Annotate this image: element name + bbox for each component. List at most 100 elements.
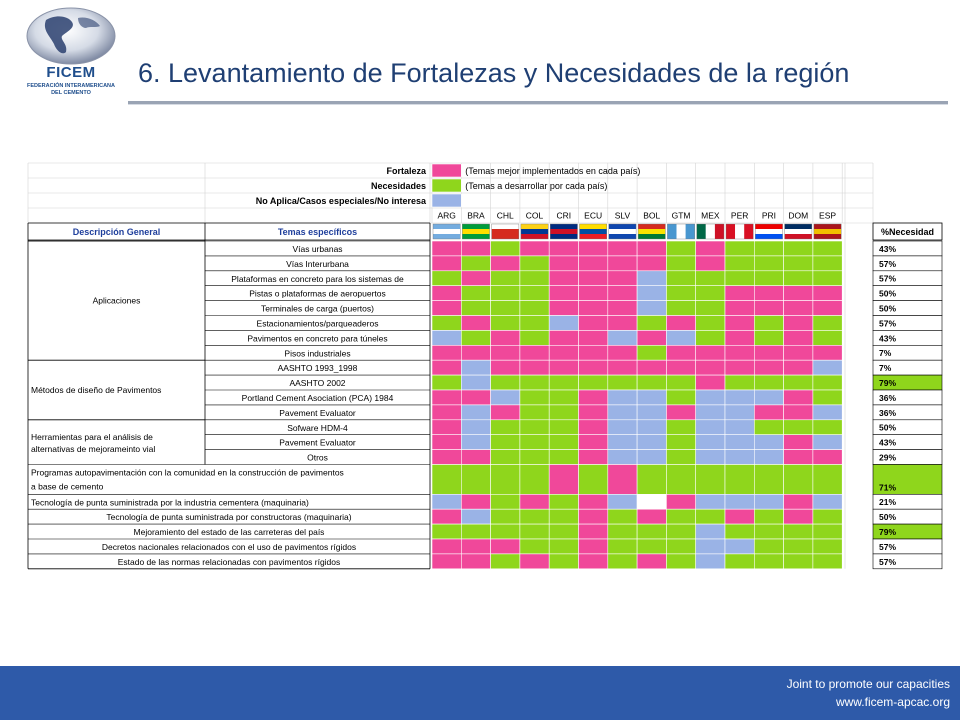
status-cell <box>607 508 638 525</box>
status-cell <box>460 359 491 376</box>
need-value: 36% <box>879 393 896 403</box>
status-cell <box>490 315 521 331</box>
status-cell <box>812 553 843 570</box>
status-cell <box>636 553 667 570</box>
status-cell <box>724 508 755 525</box>
status-cell <box>753 330 784 346</box>
flag-chl-icon <box>491 224 519 229</box>
status-cell <box>519 255 550 272</box>
flag-arg-icon <box>433 224 461 229</box>
status-cell <box>636 374 667 391</box>
status-cell <box>812 434 843 450</box>
logo-abbr: FICEM <box>46 64 96 81</box>
group-label: Aplicaciones <box>93 296 141 306</box>
group-label: Métodos de diseño de Pavimentos <box>31 385 161 395</box>
status-cell <box>812 449 843 465</box>
flag-frame <box>579 223 607 240</box>
status-cell <box>666 285 697 301</box>
flag-frame <box>667 223 695 240</box>
status-cell <box>695 434 726 450</box>
need-value: 57% <box>879 259 896 269</box>
status-cell <box>783 538 814 555</box>
status-cell <box>431 508 462 525</box>
footer-bar: Joint to promote our capacities www.fice… <box>0 666 960 720</box>
status-cell <box>666 404 697 421</box>
topic-label: Tecnología de punta suministrada por con… <box>106 512 351 522</box>
status-cell <box>490 344 521 361</box>
status-cell <box>724 434 755 450</box>
flag-ecu-icon <box>579 234 607 239</box>
status-cell <box>812 255 843 272</box>
status-cell <box>666 538 697 555</box>
status-cell <box>724 255 755 272</box>
status-cell <box>519 359 550 376</box>
status-cell <box>753 344 784 361</box>
status-cell <box>548 434 579 450</box>
status-cell <box>490 285 521 301</box>
status-cell <box>548 523 579 540</box>
flag-mex-icon <box>696 224 706 239</box>
topic-label: Estacionamientos/parqueaderos <box>257 319 379 329</box>
flag-col-icon <box>520 234 549 239</box>
status-cell <box>431 359 462 376</box>
status-cell <box>490 434 521 450</box>
status-cell <box>431 315 462 331</box>
status-cell <box>431 300 462 316</box>
status-cell <box>431 240 462 257</box>
status-cell <box>695 285 726 301</box>
status-cell <box>607 359 638 376</box>
status-cell <box>607 240 638 257</box>
status-cell <box>812 389 843 406</box>
status-cell <box>753 270 784 286</box>
status-cell <box>753 538 784 555</box>
status-cell <box>548 315 579 331</box>
country-code: CHL <box>497 211 514 221</box>
status-cell <box>548 270 579 286</box>
status-cell <box>636 508 667 525</box>
status-cell <box>753 315 784 331</box>
status-cell <box>460 255 491 272</box>
status-cell <box>490 404 521 421</box>
flag-slv-icon <box>608 224 637 229</box>
status-cell <box>724 359 755 376</box>
status-cell <box>460 508 491 525</box>
status-cell <box>783 255 814 272</box>
flag-slv-icon <box>608 229 637 234</box>
country-code: ECU <box>584 211 602 221</box>
status-cell <box>460 240 491 257</box>
status-cell <box>636 389 667 406</box>
status-cell <box>490 270 521 286</box>
status-cell <box>783 344 814 361</box>
need-value: 43% <box>879 333 896 343</box>
status-cell <box>490 240 521 257</box>
flag-chl-icon <box>491 229 519 234</box>
status-cell <box>460 330 491 346</box>
topic-label: Pavimentos en concreto para túneles <box>247 333 387 343</box>
status-cell <box>753 255 784 272</box>
status-cell <box>783 523 814 540</box>
group-label: Herramientas para el análisis de <box>31 432 153 442</box>
status-cell <box>519 553 550 570</box>
status-cell <box>695 255 726 272</box>
status-cell <box>578 374 609 391</box>
flag-pri-icon <box>755 224 783 229</box>
title-divider <box>128 101 948 104</box>
status-cell <box>666 240 697 257</box>
need-value: 50% <box>879 512 896 522</box>
status-cell <box>607 464 638 495</box>
status-cell <box>490 255 521 272</box>
status-cell <box>460 404 491 421</box>
status-cell <box>666 359 697 376</box>
status-cell <box>695 330 726 346</box>
status-cell <box>783 315 814 331</box>
status-cell <box>490 359 521 376</box>
status-cell <box>724 464 755 495</box>
status-cell <box>812 538 843 555</box>
status-cell <box>695 493 726 510</box>
status-cell <box>490 493 521 510</box>
flag-bra-icon <box>462 229 490 234</box>
status-cell <box>519 404 550 421</box>
status-cell <box>812 359 843 376</box>
flag-pri-icon <box>755 234 783 239</box>
status-cell <box>724 285 755 301</box>
